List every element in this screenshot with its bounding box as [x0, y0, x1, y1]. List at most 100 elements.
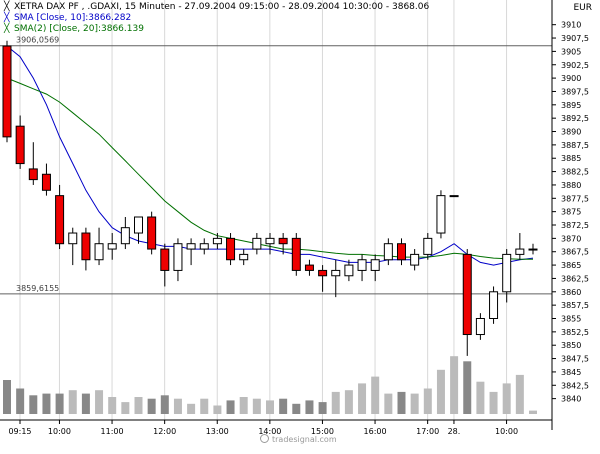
- indicator-legend-sma20: ╳ SMA(2) [Close, 20]:3866.139: [4, 24, 144, 34]
- volume-bar: [463, 361, 472, 414]
- candle: [81, 227, 91, 271]
- candle: [239, 249, 249, 266]
- candle-body: [120, 227, 130, 245]
- candle: [502, 249, 512, 303]
- candle-body: [462, 253, 472, 336]
- volume-bar: [489, 391, 498, 414]
- candle-body: [239, 253, 249, 261]
- y-tick-label: 3860: [561, 288, 581, 297]
- volume-bar: [29, 395, 38, 414]
- volume-bar: [529, 410, 537, 414]
- x-tick-label: 13:00: [206, 427, 229, 436]
- candle: [134, 216, 143, 244]
- candle: [383, 238, 393, 266]
- volume-bar: [371, 376, 380, 414]
- candle-body: [397, 243, 406, 261]
- close-icon[interactable]: ╳: [4, 13, 10, 23]
- candle-body: [291, 237, 301, 271]
- close-icon[interactable]: ╳: [4, 2, 10, 12]
- y-tick-label: 3862,5: [561, 274, 589, 283]
- volume-bar: [436, 369, 445, 414]
- candle: [475, 313, 485, 340]
- volume-bar: [515, 374, 524, 414]
- volume-bar: [68, 390, 77, 414]
- candle-body: [383, 243, 393, 261]
- candle: [226, 233, 236, 266]
- x-tick-label: 10:00: [48, 427, 71, 436]
- candle: [28, 142, 38, 185]
- volume-bar: [397, 391, 406, 414]
- candle: [173, 238, 183, 282]
- candle-body: [2, 45, 12, 138]
- candle-body: [147, 216, 157, 250]
- x-tick-label: 10:00: [495, 427, 518, 436]
- y-tick-label: 3902,5: [561, 61, 589, 70]
- y-tick-label: 3865: [561, 261, 581, 270]
- x-tick-label: 12:00: [153, 427, 176, 436]
- candle: [291, 233, 301, 276]
- x-tick-label: 16:00: [364, 427, 387, 436]
- candle-body: [344, 264, 354, 277]
- x-tick-label: 28.: [448, 427, 461, 436]
- volume-bar: [502, 383, 511, 414]
- candle-body: [528, 248, 538, 251]
- close-icon[interactable]: ╳: [4, 24, 10, 34]
- volume-bar: [108, 397, 117, 414]
- chart-title: XETRA DAX PF , .GDAXI, 15 Minuten - 27.0…: [14, 2, 430, 12]
- candle: [265, 233, 275, 255]
- candle: [436, 190, 446, 239]
- y-tick-label: 3872,5: [561, 221, 589, 230]
- volume-bar: [423, 388, 432, 414]
- candle-body: [160, 248, 170, 271]
- volume-bar: [42, 393, 51, 414]
- volume-bar: [173, 398, 182, 414]
- plot-area: [0, 0, 552, 420]
- y-tick-label: 3905: [561, 47, 581, 56]
- y-tick-label: 3842,5: [561, 381, 589, 390]
- y-tick-label: 3855: [561, 315, 581, 324]
- candle-body: [94, 243, 104, 261]
- watermark: tradesignal.com: [260, 434, 337, 444]
- sma20-label: SMA(2) [Close, 20]:3866.139: [14, 24, 144, 34]
- candle: [370, 254, 380, 282]
- watermark-icon: [260, 434, 269, 443]
- candle: [107, 233, 117, 260]
- candle: [252, 233, 262, 255]
- candle: [199, 238, 209, 255]
- candle: [147, 211, 157, 255]
- sma10-label: SMA [Close, 10]:3866.282: [14, 13, 132, 23]
- candle: [515, 233, 525, 260]
- candle-body: [449, 195, 459, 198]
- candle-body: [252, 237, 262, 250]
- reference-line-label: 3859,6155: [16, 284, 59, 293]
- candle: [278, 233, 288, 255]
- volume-bar: [266, 400, 274, 414]
- chart-header-title: ╳ XETRA DAX PF , .GDAXI, 15 Minuten - 27.…: [4, 2, 429, 12]
- candle-body: [318, 269, 328, 277]
- volume-bar: [450, 356, 459, 414]
- y-tick-label: 3895: [561, 101, 581, 110]
- candle-body: [436, 195, 446, 234]
- candle: [489, 286, 499, 324]
- y-tick-label: 3910: [561, 21, 581, 30]
- candle-body: [41, 173, 51, 191]
- candle-body: [489, 291, 499, 319]
- volume-bar: [95, 390, 104, 414]
- watermark-text: tradesignal.com: [272, 435, 337, 444]
- candle: [357, 254, 367, 282]
- volume-bar: [331, 391, 340, 414]
- y-tick-label: 3892,5: [561, 114, 589, 123]
- volume-bar: [410, 393, 419, 414]
- volume-bar: [344, 390, 353, 414]
- candle-body: [226, 237, 236, 261]
- candle-body: [515, 248, 525, 255]
- candle-body: [199, 243, 209, 250]
- volume-bar: [121, 402, 130, 414]
- candle-body: [475, 318, 485, 336]
- volume-bar: [81, 393, 90, 414]
- candle: [94, 227, 104, 266]
- y-tick-label: 3890: [561, 128, 581, 137]
- candle: [462, 249, 472, 356]
- candle-body: [357, 259, 367, 271]
